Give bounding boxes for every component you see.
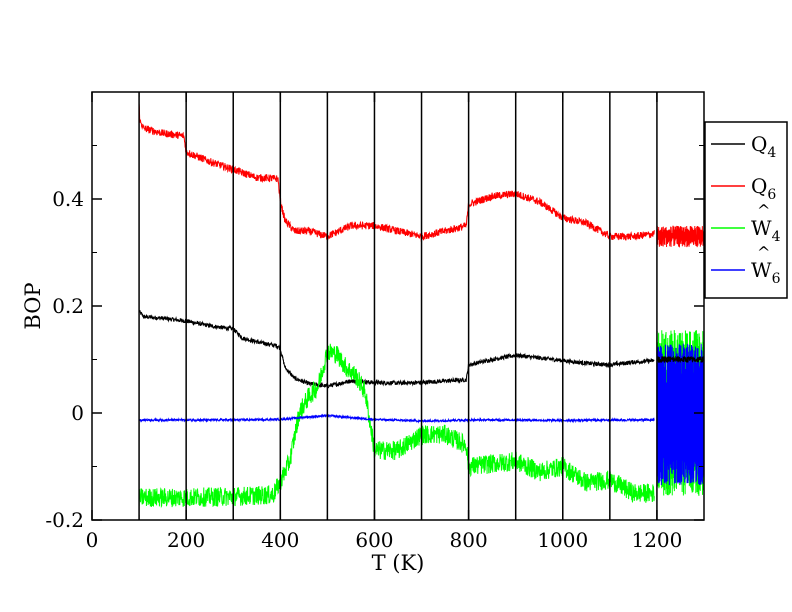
y-tick-label: 0.2 xyxy=(52,294,84,318)
y-tick-label: 0.4 xyxy=(52,187,84,211)
series-w6-high-temp-band xyxy=(656,343,705,486)
x-tick-label: 1200 xyxy=(631,528,682,552)
series-q6-line xyxy=(138,103,655,242)
axis-ticks: 0 200 400 600 800 1000 1200-0.200.20.4 xyxy=(45,92,704,552)
series-q6-high-temp-band xyxy=(656,225,705,248)
x-tick-label: 400 xyxy=(261,528,299,552)
x-tick-label: 0 xyxy=(86,528,99,552)
legend-hat-w6: ^ xyxy=(757,243,770,262)
x-tick-label: 1000 xyxy=(537,528,588,552)
y-tick-label: 0 xyxy=(71,401,84,425)
x-tick-label: 200 xyxy=(167,528,205,552)
plot-area: 0 200 400 600 800 1000 1200-0.200.20.4 xyxy=(45,91,705,552)
x-axis-label: T (K) xyxy=(372,551,425,575)
series-layer xyxy=(138,103,705,509)
x-tick-label: 800 xyxy=(450,528,488,552)
legend-hat-w4: ^ xyxy=(757,201,770,220)
series-w6-line xyxy=(138,413,655,424)
x-tick-label: 600 xyxy=(355,528,393,552)
series-q4-high-temp-band xyxy=(656,355,705,363)
legend-box xyxy=(704,121,788,299)
series-q4-line xyxy=(138,310,655,389)
y-axis-label: BOP xyxy=(21,282,45,329)
vertical-lines xyxy=(138,92,658,520)
series-w4-line xyxy=(138,343,655,509)
y-tick-label: -0.2 xyxy=(45,508,84,532)
plot-frame xyxy=(91,91,705,521)
